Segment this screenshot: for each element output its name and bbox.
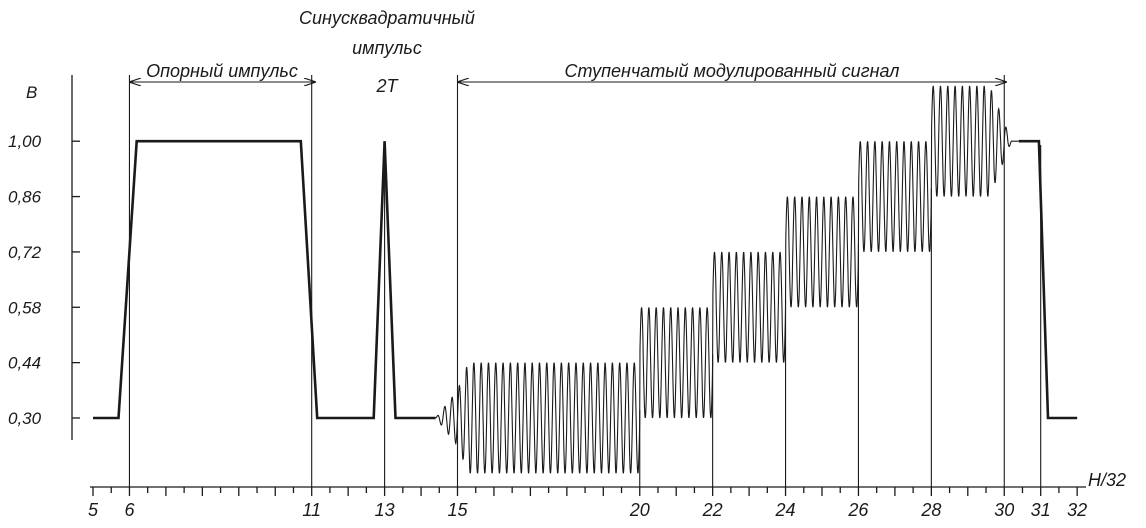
y-axis-ticks: 1,00 0,86 0,72 0,58 0,44 0,30 bbox=[8, 132, 80, 428]
sine-squared-label-line1: Синусквадратичный bbox=[299, 8, 475, 28]
reference-pulse-label: Опорный импульс bbox=[146, 61, 298, 81]
x-tick-label: 30 bbox=[994, 500, 1014, 520]
x-tick-label: 11 bbox=[302, 500, 321, 520]
y-tick-label: 1,00 bbox=[8, 132, 42, 151]
y-tick-label: 0,72 bbox=[8, 243, 42, 262]
sine-squared-label-line3: 2T bbox=[375, 76, 399, 96]
signal-waveform bbox=[93, 85, 1078, 474]
x-axis-title: H/32 bbox=[1088, 470, 1126, 490]
x-tick-label: 28 bbox=[920, 500, 941, 520]
y-tick-label: 0,86 bbox=[8, 188, 42, 207]
y-tick-label: 0,30 bbox=[8, 409, 42, 428]
x-axis-ticks: 5 6 11 13 15 20 22 24 26 28 30 31 32 bbox=[88, 487, 1087, 520]
x-tick-label: 13 bbox=[375, 500, 395, 520]
y-tick-label: 0,44 bbox=[8, 354, 41, 373]
modulated-staircase-wave bbox=[435, 85, 1019, 474]
x-tick-label: 24 bbox=[775, 500, 796, 520]
trailing-edge bbox=[1018, 139, 1078, 420]
x-tick-label: 6 bbox=[124, 500, 135, 520]
x-tick-label: 32 bbox=[1067, 500, 1087, 520]
reference-and-sine-pulses bbox=[93, 139, 436, 420]
x-tick-label: 20 bbox=[629, 500, 650, 520]
x-tick-label: 5 bbox=[88, 500, 99, 520]
sine-squared-label-line2: импульс bbox=[352, 38, 422, 58]
x-tick-label: 31 bbox=[1031, 500, 1051, 520]
y-axis-title: В bbox=[26, 83, 37, 102]
x-tick-label: 22 bbox=[702, 500, 723, 520]
x-tick-label: 15 bbox=[447, 500, 468, 520]
x-tick-label: 26 bbox=[847, 500, 869, 520]
staircase-label: Ступенчатый модулированный сигнал bbox=[565, 61, 900, 81]
y-tick-label: 0,58 bbox=[8, 298, 42, 317]
